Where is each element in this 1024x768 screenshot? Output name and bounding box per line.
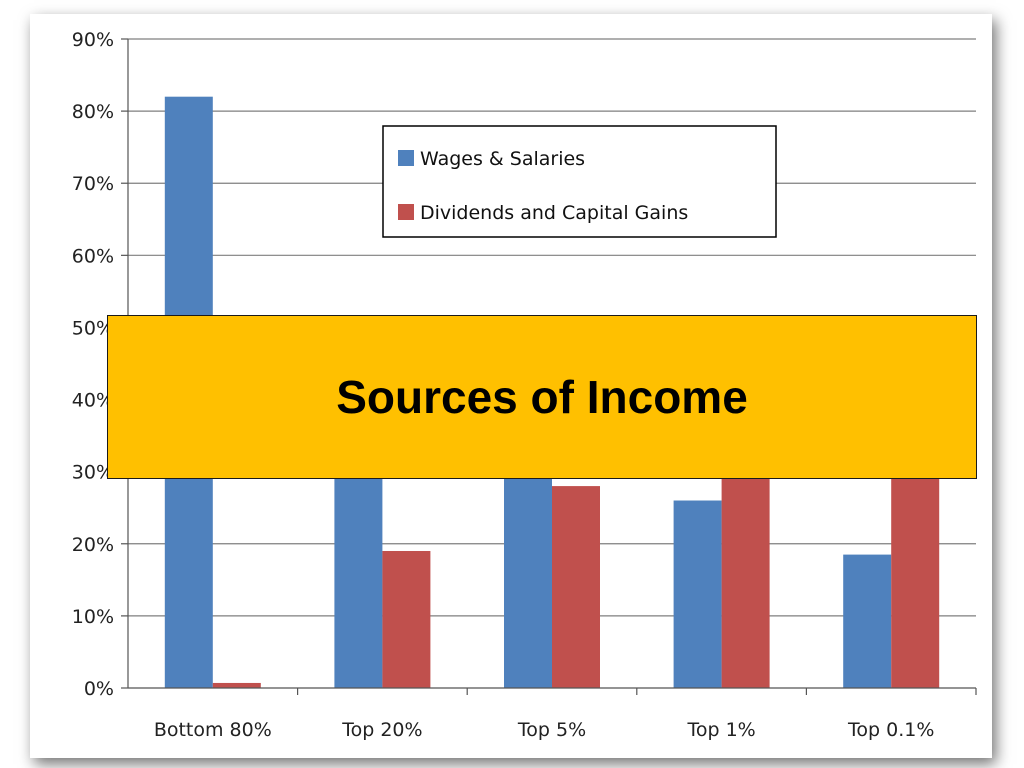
x-tick-label: Top 0.1% [847, 719, 934, 741]
y-tick-label: 30% [72, 462, 114, 484]
bar-dividends [212, 682, 261, 688]
x-axis-ticks: Bottom 80% Top 20% Top 5% Top 1% Top 0.1% [154, 688, 977, 741]
y-tick-label: 90% [72, 29, 114, 51]
x-tick-label: Bottom 80% [154, 719, 272, 741]
y-tick-label: 40% [72, 390, 114, 412]
legend-swatch-dividends [398, 204, 414, 220]
legend-label-dividends: Dividends and Capital Gains [420, 202, 688, 224]
legend-label-wages: Wages & Salaries [420, 148, 585, 170]
banner-title: Sources of Income [336, 371, 748, 423]
y-axis-ticks: 0% 10% 20% 30% 40% 50% 60% 70% 80% 90% [72, 29, 128, 700]
y-tick-label: 70% [72, 173, 114, 195]
x-tick-label: Top 1% [686, 719, 755, 741]
bar-wages [673, 500, 722, 688]
chart-card: 0% 10% 20% 30% 40% 50% 60% 70% 80% 90% Bottom 80%… [30, 14, 992, 758]
y-tick-label: 10% [72, 606, 114, 628]
y-tick-label: 20% [72, 534, 114, 556]
x-tick-label: Top 5% [517, 719, 586, 741]
y-tick-label: 60% [72, 245, 114, 267]
y-tick-label: 0% [84, 678, 114, 700]
legend-box [382, 125, 777, 238]
y-tick-label: 80% [72, 101, 114, 123]
x-tick-label: Top 20% [341, 719, 422, 741]
bar-dividends [552, 486, 600, 688]
y-tick-label: 50% [72, 317, 114, 339]
bar-dividends [382, 550, 431, 688]
legend: Wages & Salaries Dividends and Capital G… [382, 125, 777, 238]
legend-swatch-wages [398, 150, 414, 166]
bar-wages [843, 554, 892, 688]
title-banner: Sources of Income [107, 315, 977, 479]
